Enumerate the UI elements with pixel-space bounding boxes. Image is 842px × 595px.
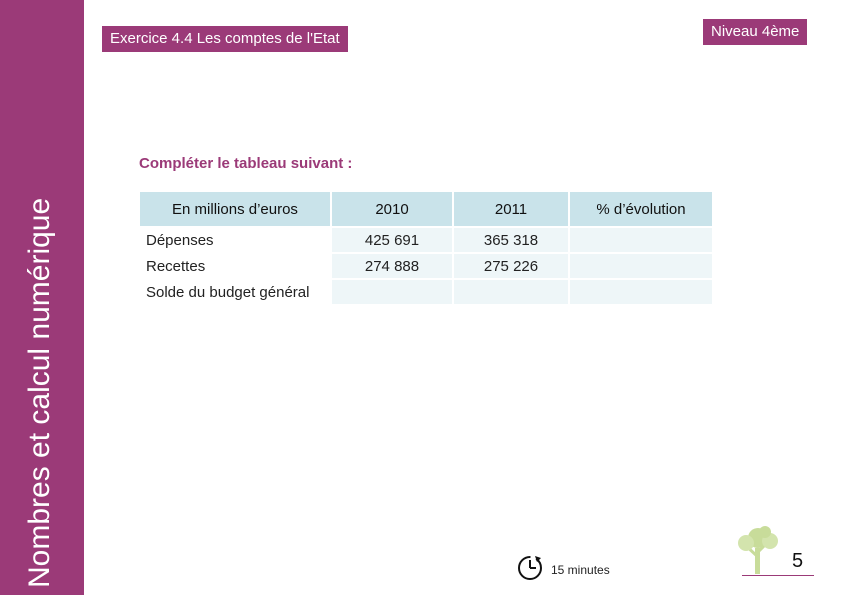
table-row: Dépenses 425 691 365 318 <box>140 228 712 252</box>
table-row: Recettes 274 888 275 226 <box>140 254 712 278</box>
table-header-row: En millions d’euros 2010 2011 % d’évolut… <box>140 192 712 226</box>
header-2010: 2010 <box>332 192 452 226</box>
cell-2011: 365 318 <box>454 228 568 252</box>
cell-2010: 425 691 <box>332 228 452 252</box>
row-label: Dépenses <box>140 228 330 252</box>
exercise-title: Exercice 4.4 Les comptes de l'Etat <box>102 26 348 52</box>
level-badge: Niveau 4ème <box>703 19 808 45</box>
duration-label: 15 minutes <box>551 563 610 577</box>
clock-icon <box>518 556 542 580</box>
header-2011: 2011 <box>454 192 568 226</box>
timer: 15 minutes <box>515 553 635 581</box>
header-evolution: % d’évolution <box>570 192 712 226</box>
tree-icon <box>738 526 778 574</box>
sidebar-band: Nombres et calcul numérique <box>0 0 84 595</box>
cell-evolution[interactable] <box>570 254 712 278</box>
budget-table: En millions d’euros 2010 2011 % d’évolut… <box>138 190 714 306</box>
cell-evolution[interactable] <box>570 280 712 304</box>
page-number-rule <box>742 575 814 576</box>
row-label: Recettes <box>140 254 330 278</box>
table-row: Solde du budget général <box>140 280 712 304</box>
cell-2010: 274 888 <box>332 254 452 278</box>
instruction-text: Compléter le tableau suivant : <box>139 155 353 172</box>
cell-2011[interactable] <box>454 280 568 304</box>
page-number: 5 <box>792 550 804 572</box>
row-label: Solde du budget général <box>140 280 330 304</box>
header-label: En millions d’euros <box>140 192 330 226</box>
cell-evolution[interactable] <box>570 228 712 252</box>
cell-2011: 275 226 <box>454 254 568 278</box>
cell-2010[interactable] <box>332 280 452 304</box>
sidebar-title: Nombres et calcul numérique <box>23 197 56 588</box>
